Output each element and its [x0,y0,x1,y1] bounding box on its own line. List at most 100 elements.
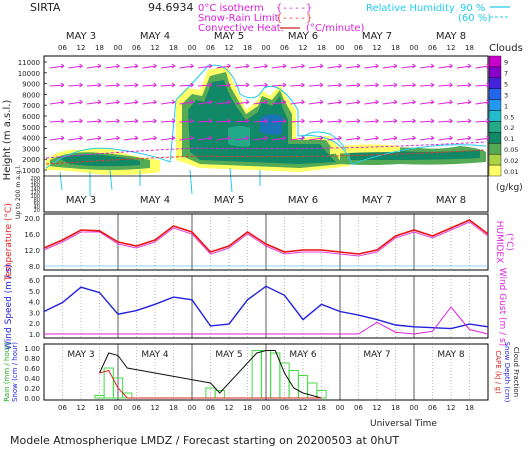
hour-label: 18 [169,404,178,412]
wind-arrow-head [79,135,83,141]
wind-arrow-head [208,82,213,88]
wind-arrow [68,84,83,87]
hour-label: 18 [465,404,474,412]
wind-arrow-head [467,99,472,105]
hour-label: 12 [225,404,234,412]
wind-arrow-head [190,63,194,69]
wind-arrow-head [97,82,102,88]
wind-arrow-head [301,63,305,69]
bottom-hour-labels: 06 12 18 00 06 12 18 00 06 12 18 00 06 12 18 00 06 12 18 00… [58,404,474,412]
temp-series-temperature [43,219,489,255]
wind-arrow [49,137,65,141]
wind-arrow-head [430,63,435,69]
wind-arrow-head [97,118,102,124]
cloud-y-tick: 6000 [22,113,40,121]
rh-contours [45,64,487,196]
y-tick: 0.20 [24,385,40,393]
wind-arrow-head [97,99,102,105]
wind-arrow [419,137,435,141]
hour-label: 12 [299,404,308,412]
wind-arrow [68,137,83,141]
wind-arrow [382,84,398,87]
wind-arrow [345,65,361,69]
precip-day-labels: MAY 3 MAY 4 MAY 5 MAY 6 MAY 7 MAY 8 [67,350,465,360]
temp-series-humidex [43,221,489,257]
wind-arrow-head [319,63,324,69]
hour-label: 00 [410,404,419,412]
colorbar: 9 7 5 3 1 0.5 0.2 0.1 0.05 0.02 0.01 [488,55,518,177]
wind-arrow [123,120,139,123]
wind-arrow-head [449,135,453,141]
day-label: MAY 7 [363,350,390,360]
hour-label: 06 [132,44,141,52]
hour-label: 12 [373,44,382,52]
wind-arrow-head [319,118,324,124]
rh-contour-2 [59,167,261,196]
colorbar-swatch [488,132,502,144]
wind-arrow [308,137,324,141]
wind-arrow-head [116,99,120,105]
rh-contour-1 [45,64,487,169]
wind-arrow [216,65,231,69]
hour-label: 00 [114,44,123,52]
wind-arrow [364,65,379,69]
cloud-y-tick-low: 20 [34,208,40,214]
wind-arrow-head [375,82,379,88]
hour-label: 12 [77,44,86,52]
wind-arrow [419,65,435,69]
wind-arrow [456,65,472,69]
wind-arrows [49,63,490,141]
wind-arrow-head [375,118,379,124]
day-label: MAY 4 [140,195,170,206]
colorbar-tick: 0.1 [504,135,514,143]
wind-arrow-head [264,135,268,141]
wind-arrow-head [338,99,342,105]
wind-arrow-head [393,63,398,69]
wind-arrow [105,65,120,69]
wind-arrow-head [356,63,361,69]
wind-arrow-head [171,135,176,141]
wind-arrow-head [319,99,324,105]
hour-label: 18 [391,404,400,412]
wind-arrow [475,120,490,123]
wind-arrow-head [282,63,287,69]
rain-ylabel: Rain (mm / hour) [3,342,11,402]
wind-arrow-head [171,63,176,69]
wind-arrow-head [375,135,379,141]
wind-arrow [401,120,416,123]
wind-arrow-head [208,99,213,105]
hour-label: 18 [391,44,400,52]
wind-arrow [86,101,102,105]
snow-ylabel: Snow (cm / hour) [11,342,19,402]
wind-arrow [382,65,398,69]
wind-arrow-head [449,63,453,69]
wind-arrow [68,101,83,105]
wind-arrow [142,84,157,87]
wind-arrow [179,137,194,141]
wind-arrow-head [227,82,231,88]
temp-plot [43,219,489,267]
wind-arrow [105,101,120,105]
wind-ylabel: Wind Speed (m / s) [4,264,14,350]
wind-arrow [253,120,268,123]
wind-arrow [308,101,324,105]
wind-arrow-head [116,63,120,69]
hour-label: 18 [317,44,326,52]
wind-arrow-head [190,118,194,124]
wind-arrow-head [338,135,342,141]
wind-arrow [475,84,490,87]
colorbar-swatch [488,55,502,68]
wind-arrow [160,84,176,87]
wind-arrow [456,84,472,87]
wind-arrow-head [319,82,324,88]
wind-arrow [438,120,453,123]
hour-label: 12 [77,404,86,412]
y-tick: 4.0 [29,299,40,307]
wind-series-wind-speed [43,285,489,330]
wind-arrow-head [393,135,398,141]
cloud-y-tick-low: 60 [34,201,40,207]
cloud-y-tick-low: 140 [30,187,40,193]
wind-arrow-head [153,63,157,69]
day-label: MAY 6 [289,350,317,360]
